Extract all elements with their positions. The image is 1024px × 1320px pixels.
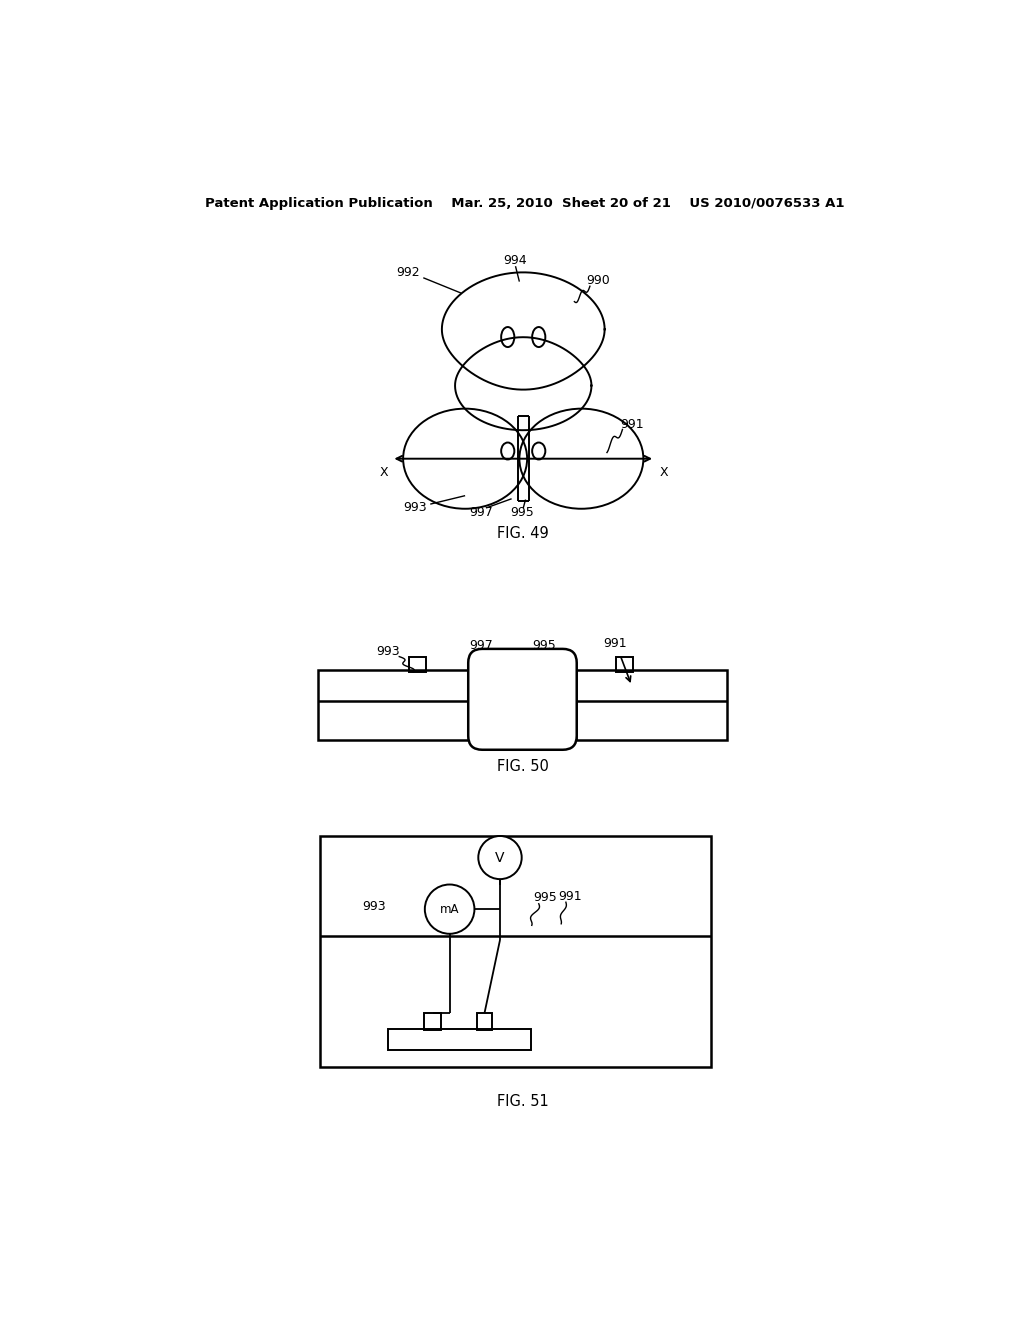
Text: Patent Application Publication    Mar. 25, 2010  Sheet 20 of 21    US 2010/00765: Patent Application Publication Mar. 25, … <box>205 197 845 210</box>
Text: 997: 997 <box>469 639 493 652</box>
Text: 990: 990 <box>587 273 610 286</box>
Text: 993: 993 <box>402 502 427 515</box>
Text: mA: mA <box>440 903 460 916</box>
Circle shape <box>478 836 521 879</box>
Bar <box>321 836 711 1067</box>
Bar <box>616 656 633 672</box>
Text: 991: 991 <box>620 417 643 430</box>
Bar <box>424 1014 441 1030</box>
Text: 993: 993 <box>376 644 399 657</box>
Bar <box>317 671 469 739</box>
Circle shape <box>425 884 474 933</box>
Text: 991: 991 <box>603 638 627 649</box>
Bar <box>477 1014 493 1030</box>
Text: 995: 995 <box>534 891 557 904</box>
Text: X: X <box>380 466 388 479</box>
Text: 993: 993 <box>362 900 386 913</box>
Bar <box>388 1028 531 1051</box>
Bar <box>575 671 727 739</box>
Text: 994: 994 <box>504 255 527 268</box>
Text: 991: 991 <box>558 890 582 903</box>
Text: FIG. 51: FIG. 51 <box>498 1094 549 1109</box>
Text: FIG. 50: FIG. 50 <box>498 759 549 775</box>
Text: X: X <box>660 466 669 479</box>
Text: FIG. 49: FIG. 49 <box>498 525 549 541</box>
Text: 997: 997 <box>470 506 494 519</box>
Text: 992: 992 <box>396 265 421 279</box>
Bar <box>410 656 426 672</box>
Text: 995: 995 <box>510 506 534 519</box>
FancyBboxPatch shape <box>468 649 577 750</box>
Text: 995: 995 <box>532 639 556 652</box>
Text: V: V <box>496 850 505 865</box>
